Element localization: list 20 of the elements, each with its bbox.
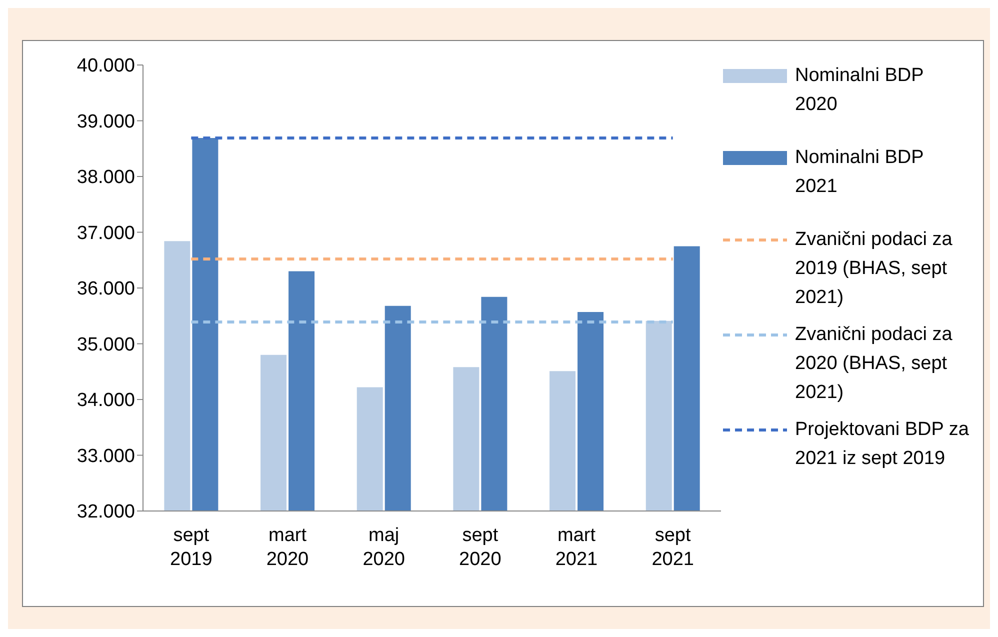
legend-label: Nominalni BDP 2020 bbox=[795, 64, 924, 117]
y-tick-label: 33.000 bbox=[76, 446, 135, 467]
legend-label: Zvanični podaci za 2020 (BHAS, sept 2021) bbox=[795, 323, 954, 405]
y-tick-label: 40.000 bbox=[76, 56, 135, 77]
legend-label: Projektovani BDP za 2021 iz sept 2019 bbox=[795, 418, 970, 471]
x-tick-label: sept 2019 bbox=[170, 525, 212, 570]
legend-label: Zvanični podaci za 2019 (BHAS, sept 2021) bbox=[795, 228, 954, 310]
x-tick-label: mart 2020 bbox=[266, 525, 309, 570]
x-tick-label: sept 2021 bbox=[652, 525, 694, 570]
y-tick-label: 34.000 bbox=[76, 390, 135, 412]
y-tick-label: 39.000 bbox=[76, 111, 135, 132]
y-tick-label: 38.000 bbox=[76, 167, 135, 188]
y-tick-label: 37.000 bbox=[76, 222, 135, 244]
y-tick-label: 36.000 bbox=[76, 278, 135, 300]
y-tick-label: 32.000 bbox=[76, 502, 135, 523]
y-tick-label: 35.000 bbox=[76, 334, 135, 356]
x-tick-label: mart 2021 bbox=[555, 525, 598, 570]
legend-label: Nominalni BDP 2021 bbox=[795, 146, 924, 199]
x-tick-label: sept 2020 bbox=[459, 525, 502, 570]
x-tick-label: maj 2020 bbox=[362, 525, 405, 570]
